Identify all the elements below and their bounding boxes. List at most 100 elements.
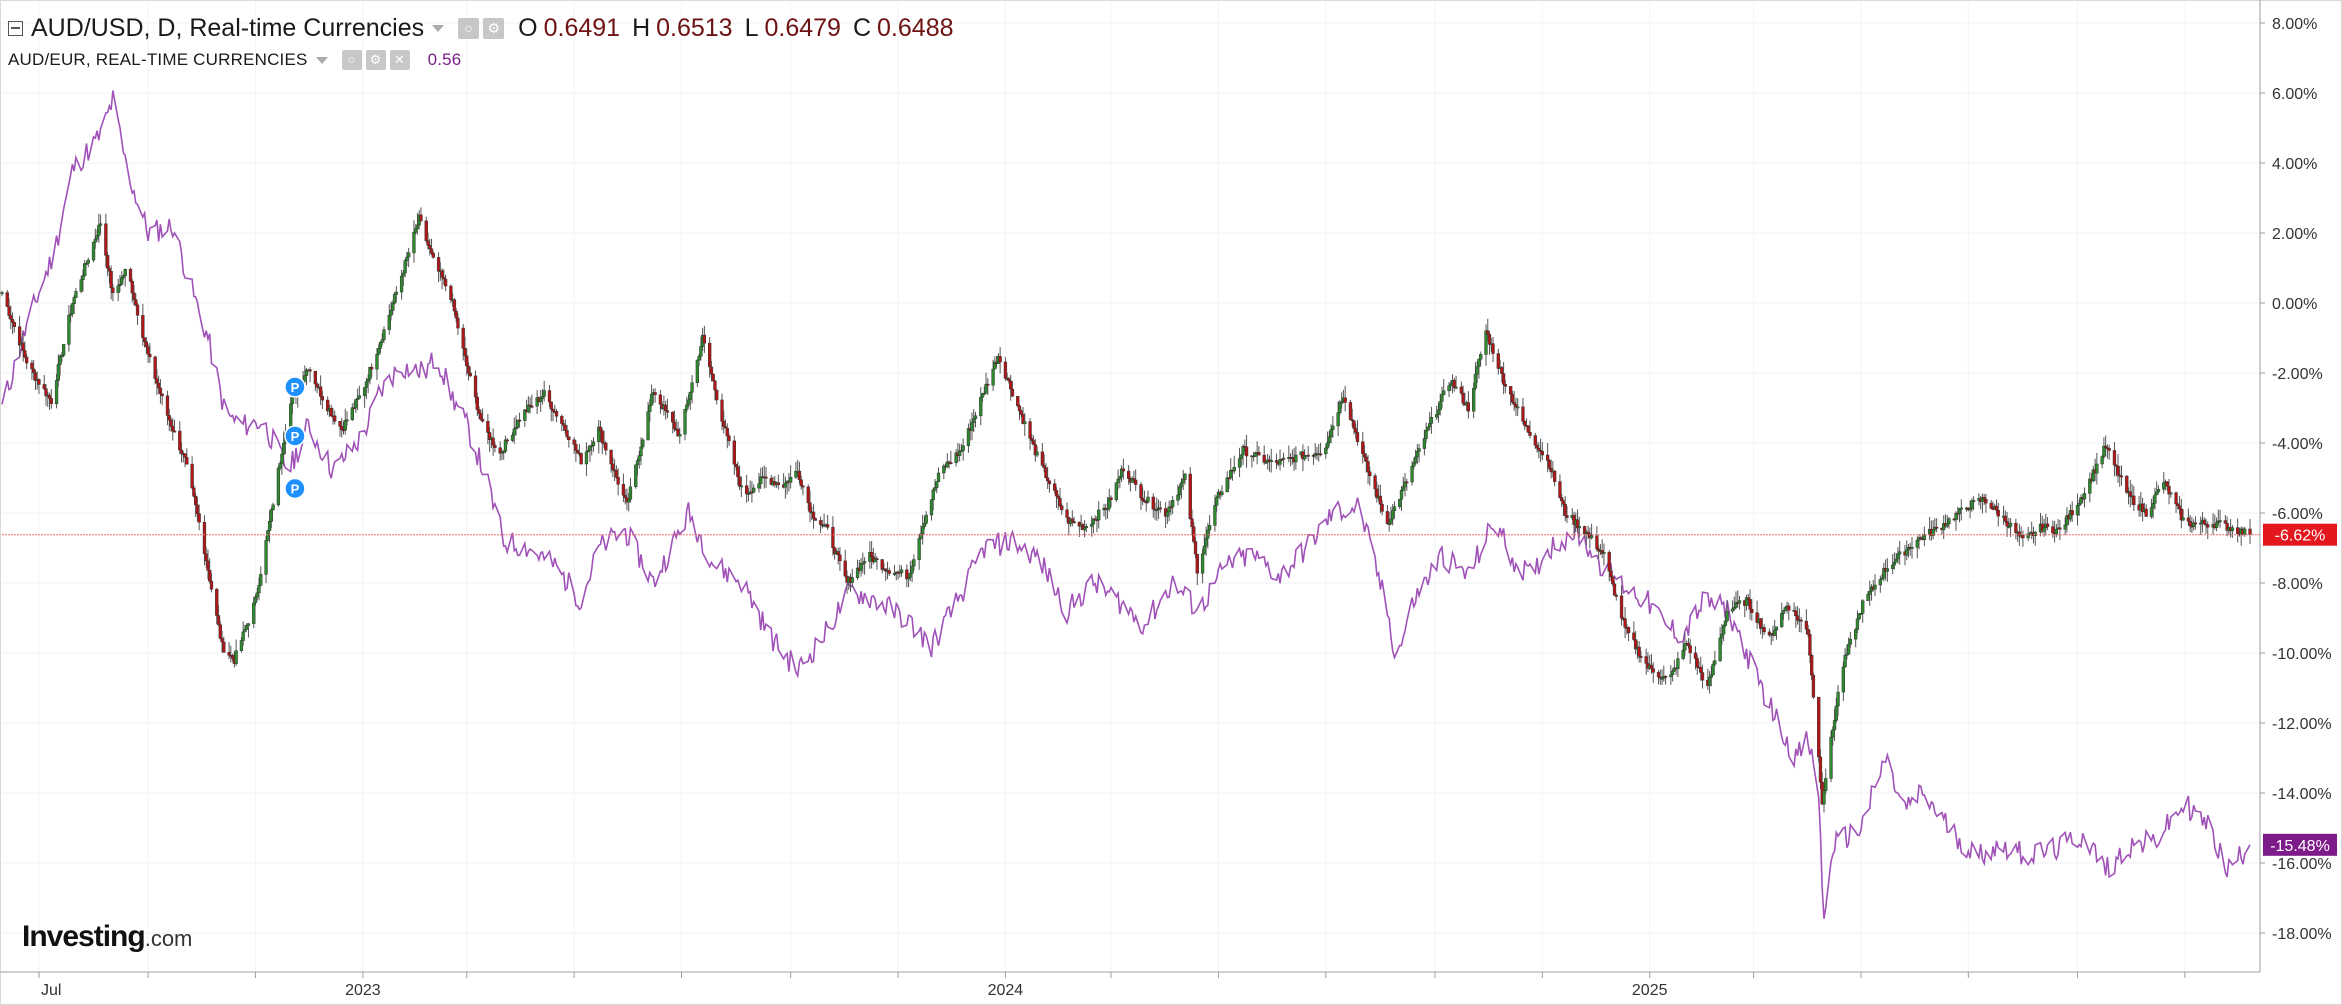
candle [1202,545,1206,555]
candle [880,559,884,570]
candle [1637,646,1641,657]
candle [5,292,9,307]
candle [2186,517,2191,522]
candle [737,476,742,487]
candle [2162,482,2166,490]
candle [24,356,29,364]
candle [366,378,370,382]
candle [1688,645,1692,654]
candle [308,369,312,372]
candle [1274,460,1279,463]
y-tick-label: 6.00% [2272,86,2317,103]
candle [1237,458,1242,468]
candle [282,442,286,455]
candle [1281,457,1286,460]
candle [966,428,971,447]
compare-series-title[interactable]: AUD/EUR, REAL-TIME CURRENCIES [8,50,308,69]
candle [463,348,467,357]
main-series-title[interactable]: AUD/USD, D, Real-time Currencies [31,14,425,42]
candle [269,509,273,522]
candle [264,540,268,575]
candle [697,356,701,361]
candle [389,310,393,316]
candle [1547,460,1552,469]
gear-icon[interactable]: ⚙ [365,50,386,70]
candle [1781,610,1786,614]
candle [1054,490,1059,497]
candle [1398,498,1402,507]
candle [623,495,627,499]
candle [1545,454,1550,461]
candle [1632,632,1636,640]
candle [908,572,913,578]
candle [2051,526,2055,534]
candle [1366,461,1370,473]
candle [83,263,87,276]
candle [1171,500,1175,508]
candle [1035,451,1039,456]
candle [1192,526,1196,542]
candle [708,342,712,368]
candle [1758,618,1763,629]
candle [1046,477,1050,482]
candle [1336,412,1340,427]
candle [1072,521,1076,523]
candle [1368,471,1372,477]
dropdown-caret-icon[interactable] [315,56,328,64]
candle [788,476,793,483]
candle [869,552,874,557]
candle [208,569,212,582]
candle [304,369,309,376]
candle [1190,518,1194,527]
candle [591,441,596,446]
candle [1795,615,1800,621]
settings-icon[interactable]: ○ [458,18,480,39]
candle [806,486,810,504]
candle [338,420,342,427]
candle [116,285,120,293]
candle [1473,373,1478,389]
candle [178,430,182,451]
x-tick-label: 2024 [988,982,1024,999]
candle [155,378,159,384]
candle [2132,495,2136,506]
collapse-toggle-icon[interactable] [8,21,23,36]
candle [688,391,692,401]
candle [1244,446,1249,457]
candle [744,485,749,495]
candle [1935,526,1939,529]
candle [1612,583,1617,596]
dropdown-caret-icon[interactable] [432,25,445,32]
candle [1438,401,1442,411]
candle [1440,394,1444,402]
candle [1195,553,1199,574]
candle [935,481,939,488]
candle [1639,656,1643,658]
settings-icon[interactable]: ○ [341,50,362,70]
candle [1700,672,1705,681]
candle [104,223,108,256]
last-value-badges: -6.62% -15.48% [2263,523,2337,856]
candle [414,228,418,233]
investing-logo: Investing.com [22,920,192,954]
candle [1016,395,1020,407]
candle [1857,613,1861,620]
gear-icon[interactable]: ⚙ [483,18,505,39]
candle [929,499,934,516]
candle [551,408,555,412]
candle [2169,492,2173,495]
candle [1331,425,1335,430]
open-label: O [518,14,538,42]
candle [1354,428,1358,433]
candle [1449,383,1453,387]
candle [1799,619,1803,622]
candle [1873,584,1877,590]
logo-brand: Investing [22,920,146,953]
candle [1479,354,1483,360]
event-markers[interactable]: P P P [284,376,306,500]
candle [1832,720,1837,731]
close-icon[interactable]: ✕ [389,50,410,70]
candle [561,423,566,426]
candle [540,396,545,399]
